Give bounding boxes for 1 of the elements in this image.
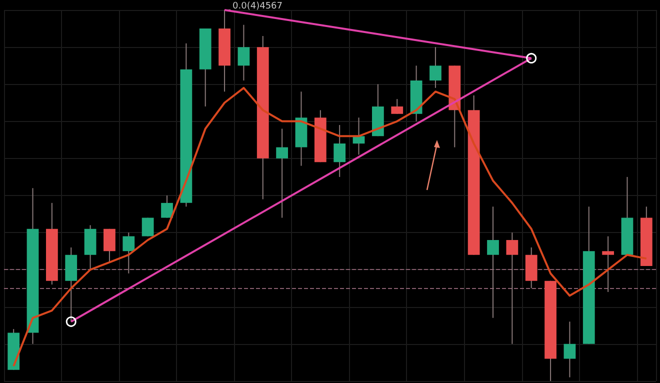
annotation: 0.0(4)4567 bbox=[232, 2, 282, 12]
